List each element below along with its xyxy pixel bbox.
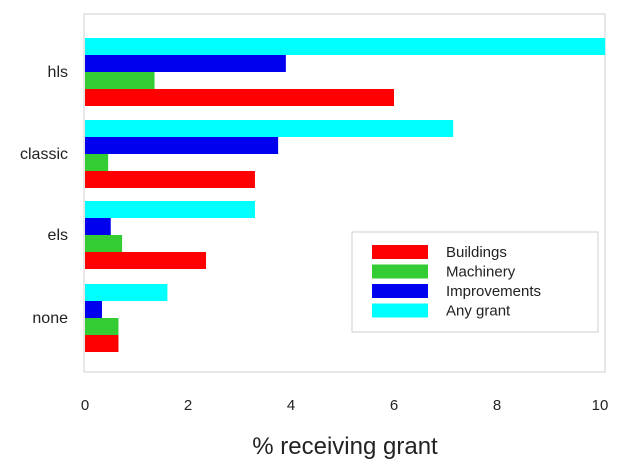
bar-els-machinery: [85, 235, 123, 252]
legend-label-machinery: Machinery: [446, 264, 516, 281]
legend-swatch-machinery: [372, 264, 428, 279]
bar-classic-machinery: [85, 154, 109, 171]
category-label-none: none: [32, 310, 68, 327]
bars-group: [85, 38, 606, 352]
category-labels: hls classic els none: [20, 64, 68, 327]
x-tick-label-0: 0: [81, 397, 89, 414]
legend-label-buildings: Buildings: [446, 244, 507, 261]
bar-els-buildings: [85, 252, 207, 269]
bar-els-improvements: [85, 218, 111, 235]
x-axis-title: % receiving grant: [252, 433, 438, 460]
legend-label-improvements: Improvements: [446, 283, 541, 300]
bar-hls-buildings: [85, 89, 394, 106]
x-tick-label-6: 6: [390, 397, 398, 414]
bar-none-any-grant: [85, 284, 168, 301]
legend-swatch-improvements: [372, 284, 428, 298]
bar-classic-any-grant: [85, 120, 454, 137]
legend: Buildings Machinery Improvements Any grant: [351, 231, 599, 333]
x-tick-label-10: 10: [592, 397, 609, 414]
x-axis-ticks: 0 2 4 6 8 10: [81, 397, 609, 414]
legend-items: Buildings Machinery Improvements Any grant: [372, 244, 541, 320]
bar-hls-improvements: [85, 55, 286, 72]
category-label-els: els: [48, 227, 68, 244]
bar-none-machinery: [85, 318, 119, 335]
bar-classic-improvements: [85, 137, 279, 154]
plot-frame: [83, 13, 606, 373]
x-tick-label-2: 2: [184, 397, 192, 414]
bar-els-any-grant: [85, 201, 255, 218]
bar-classic-buildings: [85, 171, 255, 188]
bar-hls-any-grant: [85, 38, 606, 55]
bar-hls-machinery: [85, 72, 155, 89]
legend-swatch-buildings: [372, 245, 428, 259]
category-label-hls: hls: [48, 64, 68, 81]
x-tick-label-8: 8: [493, 397, 501, 414]
bar-none-buildings: [85, 335, 119, 352]
bar-none-improvements: [85, 301, 102, 318]
legend-label-any-grant: Any grant: [446, 303, 511, 320]
category-label-classic: classic: [20, 146, 68, 163]
x-tick-label-4: 4: [287, 397, 295, 414]
legend-swatch-any-grant: [372, 303, 428, 318]
